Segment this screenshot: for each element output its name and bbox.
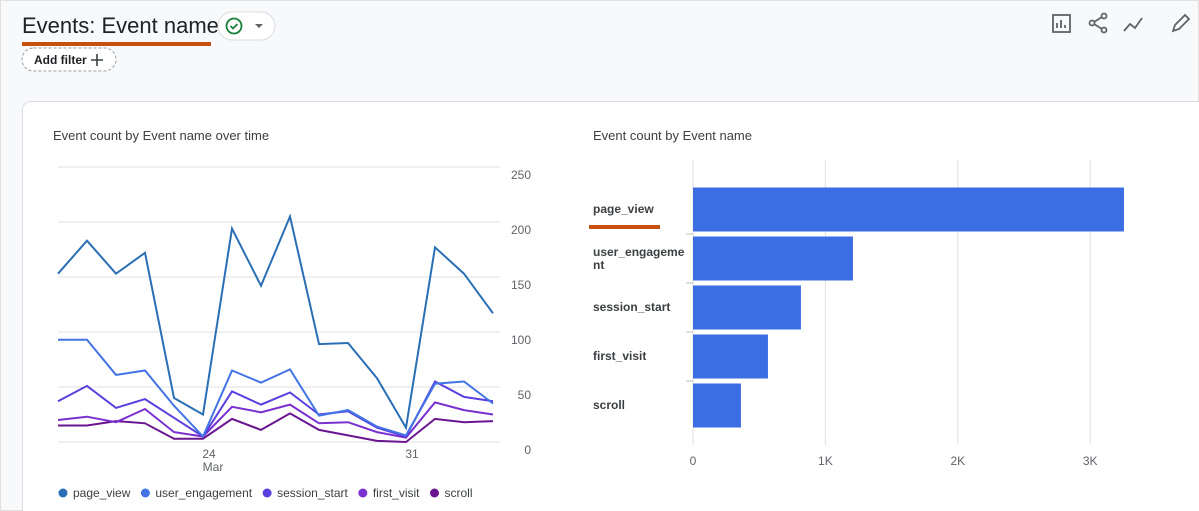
chart-title: Event count by Event name [593, 128, 752, 143]
bar [693, 285, 801, 330]
category-label: user_engagement [593, 244, 685, 272]
bar [693, 187, 1124, 232]
legend-label: page_view [73, 486, 131, 500]
edit-icon[interactable] [1171, 13, 1191, 33]
x-tick-label: 24 [202, 447, 216, 461]
share-icon-lines [1093, 16, 1103, 30]
legend-swatch [358, 488, 368, 498]
line [58, 412, 494, 444]
legend-swatch [140, 488, 150, 498]
page-title: Events: Event name [22, 13, 219, 38]
legend-label: first_visit [373, 486, 420, 500]
title-underline [22, 42, 211, 46]
category-label: page_view [593, 202, 654, 216]
check-icon [225, 17, 243, 35]
line [58, 338, 494, 439]
y-tick-label: 250 [511, 168, 531, 182]
legend-label: session_start [277, 486, 348, 500]
edit-report-icon[interactable] [1052, 14, 1071, 33]
add-filter-button[interactable] [21, 47, 117, 72]
bar [693, 236, 853, 281]
share-icon-dot [1100, 26, 1108, 34]
legend-swatch [262, 488, 272, 498]
bar [693, 383, 741, 428]
category-label: session_start [593, 300, 671, 314]
x-tick-label: 31 [405, 447, 419, 461]
chart-title: Event count by Event name over time [53, 128, 269, 143]
selection-underline [589, 225, 660, 229]
y-tick-label: 100 [511, 333, 531, 347]
category-label: first_visit [593, 349, 647, 363]
line [57, 401, 494, 439]
line [57, 213, 494, 431]
check-mark [229, 23, 239, 30]
y-tick-label: 50 [518, 388, 532, 402]
legend-swatch [58, 488, 68, 498]
edit-report-bars [1056, 20, 1066, 28]
y-tick-label: 150 [511, 278, 531, 292]
bar [693, 334, 768, 379]
toolbar [1052, 12, 1191, 34]
x-tick-label: 2K [950, 454, 965, 468]
legend-swatch [430, 488, 439, 498]
plus-icon [91, 54, 103, 66]
x-month-label: Mar [203, 460, 224, 474]
y-tick-label: 200 [511, 223, 531, 237]
x-tick-label: 3K [1083, 454, 1098, 468]
x-tick-label: 1K [818, 454, 833, 468]
share-icon[interactable] [1100, 12, 1108, 20]
legend-label: scroll [445, 486, 473, 500]
share-icon-dot [1088, 19, 1096, 27]
x-tick-label: 0 [690, 454, 697, 468]
category-label: scroll [593, 398, 626, 412]
add-filter-label: Add filter [34, 53, 87, 67]
dropdown-arrow [255, 24, 263, 28]
legend-label: user_engagement [155, 486, 252, 500]
insights-icon[interactable] [1123, 17, 1143, 32]
y-tick-label: 0 [524, 443, 531, 457]
